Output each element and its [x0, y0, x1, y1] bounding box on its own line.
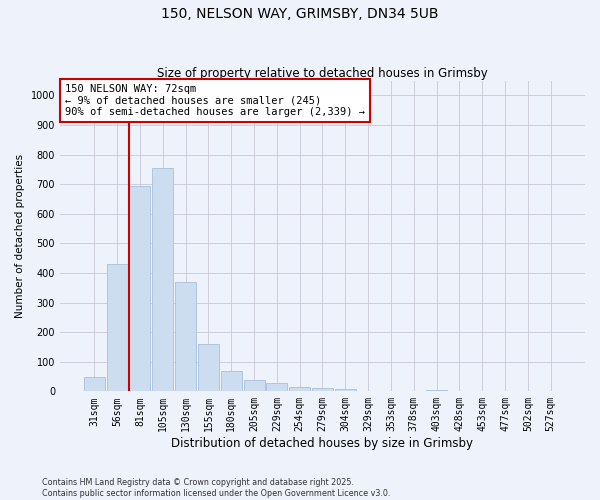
Bar	[266, 383, 287, 392]
Bar	[198, 344, 219, 392]
Title: Size of property relative to detached houses in Grimsby: Size of property relative to detached ho…	[157, 66, 488, 80]
Bar	[335, 389, 356, 392]
X-axis label: Distribution of detached houses by size in Grimsby: Distribution of detached houses by size …	[172, 437, 473, 450]
Bar	[244, 380, 265, 392]
Bar	[130, 186, 151, 392]
Text: Contains HM Land Registry data © Crown copyright and database right 2025.
Contai: Contains HM Land Registry data © Crown c…	[42, 478, 391, 498]
Bar	[107, 264, 128, 392]
Bar	[289, 387, 310, 392]
Bar	[221, 370, 242, 392]
Bar	[84, 376, 105, 392]
Bar	[403, 390, 424, 392]
Bar	[312, 388, 333, 392]
Bar	[426, 390, 447, 392]
Bar	[175, 282, 196, 392]
Bar	[449, 390, 470, 392]
Text: 150 NELSON WAY: 72sqm
← 9% of detached houses are smaller (245)
90% of semi-deta: 150 NELSON WAY: 72sqm ← 9% of detached h…	[65, 84, 365, 117]
Bar	[358, 390, 379, 392]
Y-axis label: Number of detached properties: Number of detached properties	[15, 154, 25, 318]
Text: 150, NELSON WAY, GRIMSBY, DN34 5UB: 150, NELSON WAY, GRIMSBY, DN34 5UB	[161, 8, 439, 22]
Bar	[152, 168, 173, 392]
Bar	[380, 390, 401, 392]
